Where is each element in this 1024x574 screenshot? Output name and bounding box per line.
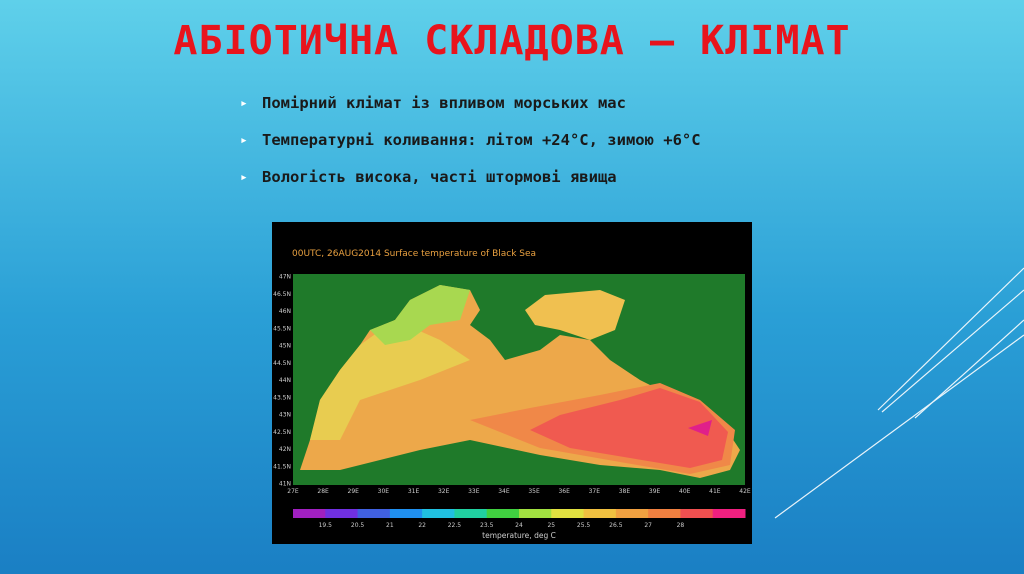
colorbar-swatch: [357, 509, 391, 518]
map-caption: 00UTC, 26AUG2014 Surface temperature of …: [292, 249, 536, 259]
lon-label: 37E: [589, 488, 601, 495]
lat-label: 47N: [279, 274, 291, 281]
colorbar-swatch: [325, 509, 359, 518]
lat-label: 41N: [279, 481, 291, 488]
lon-label: 40E: [679, 488, 691, 495]
lon-label: 42E: [739, 488, 751, 495]
decor-line: [877, 267, 1024, 411]
colorbar-swatch: [293, 509, 326, 518]
colorbar-label: 22.5: [448, 522, 462, 529]
colorbar-label: 21: [386, 522, 394, 529]
colorbar-label: 20.5: [351, 522, 365, 529]
lat-label: 42N: [279, 446, 291, 453]
bullet: Помірний клімат із впливом морських мас: [240, 92, 760, 115]
colorbar-swatch: [389, 509, 423, 518]
bullet: Температурні коливання: літом +24°С, зим…: [240, 129, 732, 152]
sea-zone: [310, 320, 470, 440]
lat-label: 43.5N: [273, 394, 291, 401]
decor-line: [774, 334, 1024, 519]
lon-label: 41E: [709, 488, 721, 495]
colorbar-label: 23.5: [480, 522, 494, 529]
azov-sea: [525, 290, 625, 340]
lat-label: 43N: [279, 412, 291, 419]
lat-label: 45N: [279, 343, 291, 350]
sea-zone: [530, 388, 728, 468]
colorbar-swatch: [680, 509, 714, 518]
lat-label: 46.5N: [273, 291, 291, 298]
colorbar-label: 27: [644, 522, 652, 529]
colorbar-swatch: [519, 509, 552, 518]
colorbar-swatch: [615, 509, 649, 518]
colorbar-swatch: [422, 509, 455, 518]
lon-label: 39E: [649, 488, 661, 495]
colorbar-label: 26.5: [609, 522, 623, 529]
colorbar-swatch: [454, 509, 488, 518]
lon-label: 36E: [558, 488, 570, 495]
lat-label: 45.5N: [273, 325, 291, 332]
lon-label: 35E: [528, 488, 540, 495]
bullet: Вологість висока, часті штормові явища: [240, 166, 760, 189]
colorbar-label: 25: [547, 522, 555, 529]
lon-label: 38E: [619, 488, 631, 495]
sea-zone: [370, 285, 470, 345]
lon-label: 34E: [498, 488, 510, 495]
decor-line: [914, 319, 1024, 419]
lon-label: 30E: [378, 488, 390, 495]
sea-zone: [688, 420, 712, 436]
lat-label: 42.5N: [273, 429, 291, 436]
colorbar-label: 25.5: [577, 522, 591, 529]
colorbar-swatch: [583, 509, 617, 518]
colorbar-label: 28: [677, 522, 685, 529]
colorbar-swatch: [551, 509, 585, 518]
colorbar-swatch: [486, 509, 520, 518]
colorbar-label: 22: [418, 522, 426, 529]
colorbar-swatch: [712, 509, 746, 518]
lon-label: 33E: [468, 488, 480, 495]
colorbar-label: 24: [515, 522, 523, 529]
lat-label: 46N: [279, 308, 291, 315]
colorbar-title: temperature, deg C: [482, 531, 556, 540]
colorbar-swatch: [648, 509, 681, 518]
lon-label: 32E: [438, 488, 450, 495]
lon-label: 27E: [287, 488, 299, 495]
lon-label: 29E: [348, 488, 360, 495]
lon-label: 28E: [317, 488, 329, 495]
lat-label: 44.5N: [273, 360, 291, 367]
bullet-list: Помірний клімат із впливом морських мас …: [240, 92, 760, 203]
lat-label: 41.5N: [273, 463, 291, 470]
lat-label: 44N: [279, 377, 291, 384]
slide-title: АБІОТИЧНА СКЛАДОВА – КЛІМАТ: [173, 18, 851, 64]
decor-line: [881, 289, 1024, 413]
colorbar-label: 19.5: [319, 522, 333, 529]
lon-label: 31E: [408, 488, 420, 495]
